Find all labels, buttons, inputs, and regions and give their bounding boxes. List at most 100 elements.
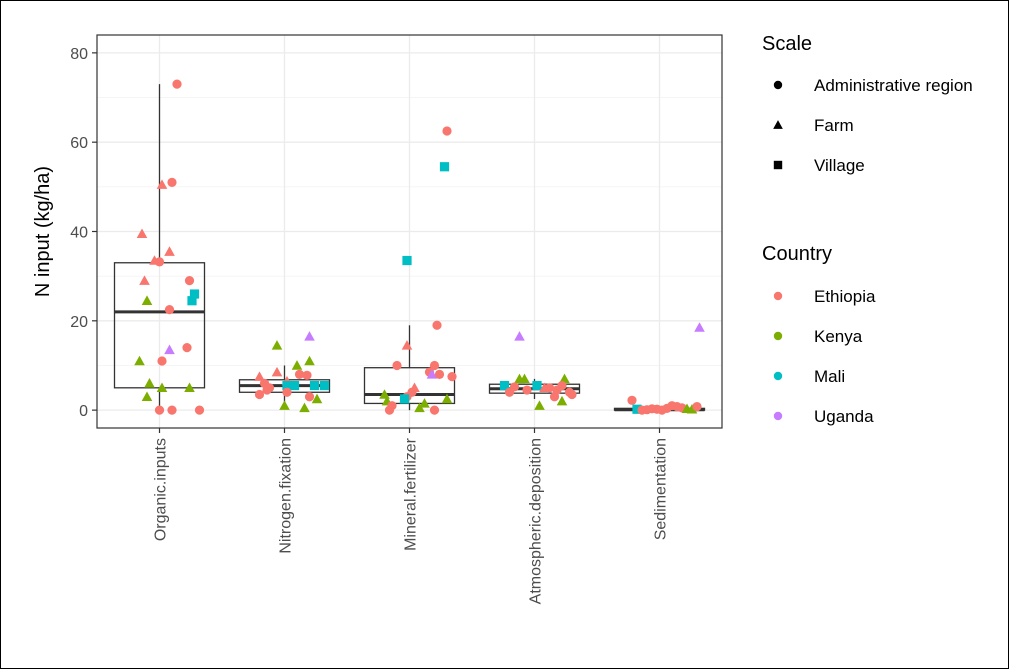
legend-country-key [773,331,783,341]
data-point [302,370,312,380]
data-point [522,385,532,395]
data-point [499,380,510,391]
data-point [141,295,153,305]
data-point [187,296,197,306]
data-point [419,398,430,408]
data-point [134,355,145,366]
data-point [282,387,292,397]
legend-country-items: Ethiopia Kenya Mali Uganda [773,287,876,426]
data-point [154,257,165,267]
data-point [441,393,453,404]
data-point [429,360,440,371]
data-point [434,369,445,380]
data-point [304,392,315,402]
x-axis: Organic.inputs Nitrogen.fixation Mineral.f… [153,428,670,604]
data-point [429,405,440,415]
data-point [254,371,265,381]
data-point [167,177,177,187]
data-point [447,372,457,382]
data-point [164,344,175,355]
legend-country-label: Uganda [814,407,874,426]
data-point [291,360,303,370]
data-points [134,79,705,415]
y-tick-label: 60 [70,135,88,152]
y-axis-title: N input (kg/ha) [32,166,54,297]
data-point [694,322,705,332]
x-tick-label: Organic.inputs [153,438,170,541]
legend-country-label: Mali [814,367,845,386]
data-point [514,331,525,341]
legend-scale-label: Farm [814,116,854,135]
legend-country-title: Country [762,243,832,265]
data-point [392,360,402,371]
data-point [632,404,642,414]
legend-scale-items: Administrative region Farm Village [773,76,973,175]
data-point [164,305,175,315]
x-tick-label: Sedimentation [653,438,670,540]
data-point [262,385,272,395]
legend-country-key [773,371,783,381]
y-axis: 0 20 40 60 80 [70,46,97,420]
data-point [504,387,515,397]
x-tick-label: Nitrogen.fixation [278,438,295,554]
data-point [402,255,412,266]
y-tick-label: 40 [70,225,88,242]
y-tick-label: 20 [70,314,88,331]
data-point [164,246,175,256]
legend-country-label: Ethiopia [814,287,876,306]
data-point [519,373,530,384]
legend-country-key [773,411,783,421]
data-point [279,400,290,410]
data-point [167,405,177,415]
data-point [426,369,438,379]
data-point [189,289,200,299]
y-tick-label: 0 [79,403,88,420]
legend: Scale Administrative region Farm Village C… [762,33,973,426]
x-tick-label: Atmospheric.deposition [528,438,545,604]
data-point [282,380,292,391]
data-point [627,395,637,405]
grid [97,35,722,428]
data-point [309,380,320,391]
data-point [544,383,555,393]
legend-scale-key [773,160,783,170]
data-point [271,340,283,350]
data-point [401,340,413,350]
data-point [399,394,410,404]
data-point [139,275,150,285]
data-point [294,369,305,380]
data-point [304,355,315,366]
data-point [157,356,167,366]
legend-scale-key [773,120,783,129]
legend-scale-label: Village [814,156,865,175]
data-point [144,378,155,388]
data-point [532,380,542,391]
box [363,367,456,405]
legend-scale-title: Scale [762,33,812,55]
data-point [156,179,168,189]
data-point [384,405,395,415]
legend-scale-key [773,80,783,90]
data-point [154,405,165,415]
data-point [414,402,425,413]
data-point [194,405,205,415]
data-point [271,366,283,377]
legend-country-label: Kenya [814,327,863,346]
data-point [136,228,148,238]
data-point [172,79,182,89]
data-point [141,391,153,401]
data-point [319,380,330,391]
data-point [549,392,560,402]
x-tick-label: Mineral.fertilizer [403,437,420,551]
data-point [299,402,310,413]
data-point [184,382,195,393]
data-point [442,126,452,136]
data-point [692,401,702,412]
legend-country-key [773,291,783,301]
legend-scale-label: Administrative region [814,76,973,95]
data-point [311,393,323,404]
data-point [254,389,265,400]
data-point [432,320,442,330]
data-point [534,400,545,410]
